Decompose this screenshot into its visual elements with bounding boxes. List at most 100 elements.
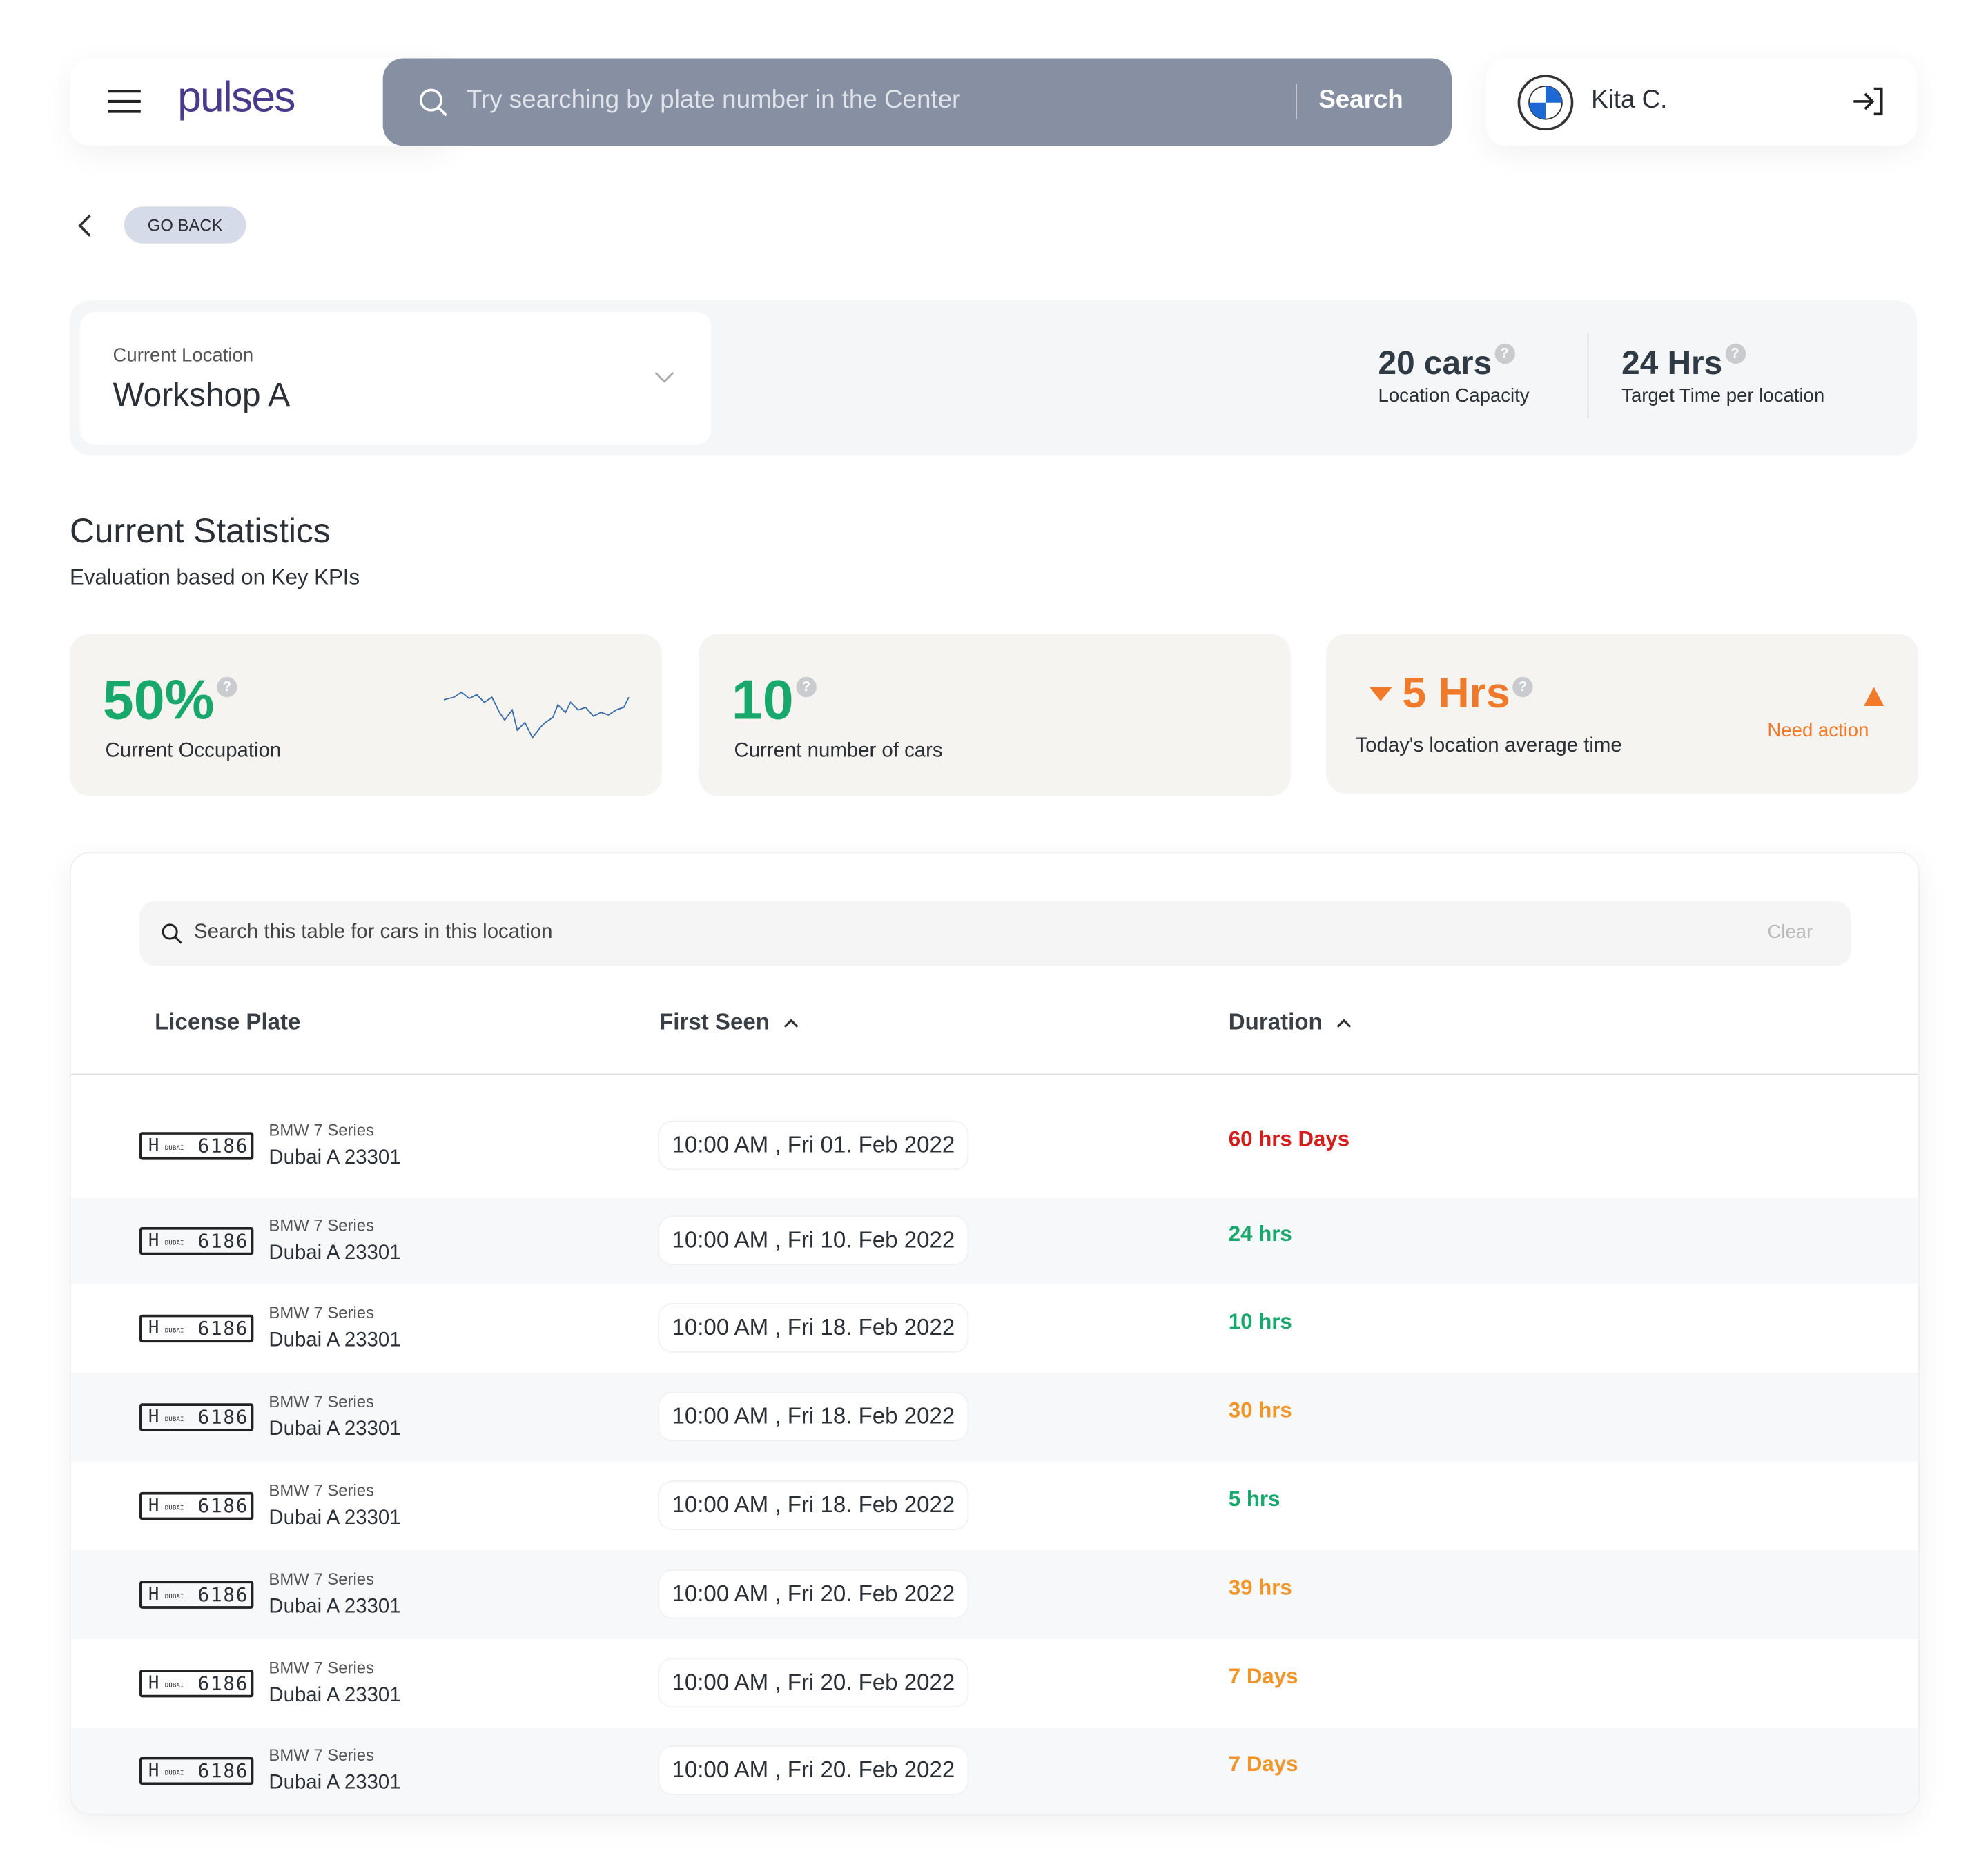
- kpi-label: Today's location average time: [1355, 735, 1622, 757]
- plate-code: H: [148, 1584, 159, 1605]
- capacity-value: 20 cars?: [1378, 343, 1515, 383]
- duration: 7 Days: [1228, 1664, 1298, 1689]
- column-header[interactable]: First Seen: [659, 1009, 800, 1036]
- plate-image: H DUBAI 6186: [139, 1669, 254, 1698]
- target-label: Target Time per location: [1621, 385, 1825, 407]
- plate-image: H DUBAI 6186: [139, 1132, 254, 1160]
- first-seen: 10:00 AM , Fri 20. Feb 2022: [659, 1747, 968, 1794]
- location-select[interactable]: Current Location Workshop A: [79, 311, 712, 445]
- dropdown-icon: [654, 372, 674, 383]
- car-model: BMW 7 Series: [269, 1303, 374, 1322]
- plate-emirate: DUBAI: [164, 1416, 184, 1424]
- plate-image: H DUBAI 6186: [139, 1226, 254, 1255]
- column-header[interactable]: Duration: [1229, 1009, 1353, 1036]
- first-seen: 10:00 AM , Fri 10. Feb 2022: [659, 1217, 968, 1264]
- header-rule: [70, 1073, 1918, 1075]
- table-card: Search this table for cars in this locat…: [70, 852, 1920, 1816]
- duration: 10 hrs: [1228, 1309, 1292, 1334]
- car-plate: Dubai A 23301: [269, 1242, 401, 1264]
- car-model: BMW 7 Series: [269, 1120, 374, 1140]
- table-row[interactable]: H DUBAI 6186 BMW 7 Series Dubai A 23301 10:00…: [70, 1197, 1918, 1284]
- divider: [1296, 84, 1297, 119]
- table-row[interactable]: H DUBAI 6186 BMW 7 Series Dubai A 23301 10:00…: [71, 1462, 1918, 1551]
- car-plate: Dubai A 23301: [269, 1329, 401, 1351]
- car-plate: Dubai A 23301: [269, 1147, 401, 1169]
- first-seen: 10:00 AM , Fri 18. Feb 2022: [659, 1304, 968, 1351]
- table-row[interactable]: H DUBAI 6186 BMW 7 Series Dubai A 23301 10:00…: [71, 1284, 1918, 1373]
- car-model: BMW 7 Series: [269, 1745, 374, 1765]
- plate-image: H DUBAI 6186: [139, 1491, 254, 1520]
- search-bar[interactable]: Try searching by plate number in the Cen…: [382, 58, 1452, 146]
- location-value: Workshop A: [113, 375, 291, 413]
- sort-icon[interactable]: [782, 1017, 800, 1029]
- brand-logo: [1517, 75, 1574, 131]
- table-row[interactable]: H DUBAI 6186 BMW 7 Series Dubai A 23301 10:00…: [70, 1550, 1918, 1639]
- first-seen: 10:00 AM , Fri 20. Feb 2022: [659, 1570, 968, 1618]
- first-seen: 10:00 AM , Fri 20. Feb 2022: [659, 1659, 968, 1707]
- plate-number: 6186: [197, 1759, 249, 1783]
- location-panel: Current Location Workshop A 20 cars? Loc…: [70, 300, 1918, 456]
- help-icon[interactable]: ?: [217, 676, 237, 698]
- target: 24 Hrs: [1621, 343, 1723, 382]
- car-model: BMW 7 Series: [269, 1391, 374, 1411]
- target-value: 24 Hrs?: [1621, 343, 1746, 383]
- plate-number: 6186: [197, 1229, 249, 1253]
- search-placeholder: Try searching by plate number in the Cen…: [466, 86, 961, 115]
- car-model: BMW 7 Series: [269, 1658, 374, 1678]
- first-seen: 10:00 AM , Fri 18. Feb 2022: [659, 1482, 968, 1529]
- sparkline: [443, 691, 630, 739]
- plate-code: H: [148, 1673, 159, 1694]
- table-row[interactable]: H DUBAI 6186 BMW 7 Series Dubai A 23301 10:00…: [71, 1075, 1918, 1198]
- alert-text: Need action: [1767, 720, 1869, 742]
- plate-emirate: DUBAI: [164, 1505, 184, 1513]
- table-search[interactable]: Search this table for cars in this locat…: [139, 901, 1851, 966]
- clear-button[interactable]: Clear: [1767, 921, 1813, 943]
- car-plate: Dubai A 23301: [269, 1507, 401, 1529]
- user-name: Kita C.: [1591, 86, 1668, 115]
- plate-number: 6186: [197, 1583, 249, 1607]
- help-icon[interactable]: ?: [1494, 343, 1515, 364]
- user-card: Kita C.: [1485, 58, 1918, 146]
- kpi-card: Need action 5 Hrs? Today's location averag…: [1326, 634, 1918, 794]
- plate-number: 6186: [197, 1494, 249, 1518]
- plate-image: H DUBAI 6186: [139, 1403, 254, 1431]
- go-back-button[interactable]: GO BACK: [124, 206, 246, 244]
- plate-image: H DUBAI 6186: [139, 1314, 254, 1343]
- table-row[interactable]: H DUBAI 6186 BMW 7 Series Dubai A 23301 10:00…: [70, 1728, 1918, 1814]
- back-arrow[interactable]: [76, 213, 94, 239]
- plate-image: H DUBAI 6186: [139, 1581, 254, 1609]
- car-plate: Dubai A 23301: [269, 1418, 401, 1440]
- help-icon[interactable]: ?: [1724, 343, 1746, 364]
- duration: 7 Days: [1228, 1752, 1298, 1777]
- section-title: Current Statistics: [70, 512, 331, 551]
- kpi-label: Current Occupation: [105, 740, 282, 762]
- help-icon[interactable]: ?: [796, 676, 817, 698]
- table-row[interactable]: H DUBAI 6186 BMW 7 Series Dubai A 23301 10:00…: [70, 1373, 1918, 1462]
- capacity: 20 cars: [1378, 343, 1492, 382]
- plate-code: H: [148, 1761, 159, 1781]
- duration: 30 hrs: [1228, 1398, 1292, 1422]
- alert-icon[interactable]: [1864, 687, 1884, 707]
- car-plate: Dubai A 23301: [269, 1596, 401, 1618]
- search-icon: [419, 88, 447, 117]
- column-header: License Plate: [155, 1009, 301, 1035]
- plate-emirate: DUBAI: [164, 1770, 184, 1778]
- table-row[interactable]: H DUBAI 6186 BMW 7 Series Dubai A 23301 10:00…: [71, 1639, 1918, 1728]
- search-icon: [162, 923, 182, 944]
- plate-code: H: [148, 1496, 159, 1516]
- search-button[interactable]: Search: [1318, 86, 1403, 115]
- plate-code: H: [148, 1407, 159, 1428]
- trend-icon: [1369, 687, 1392, 701]
- location-label: Current Location: [113, 344, 254, 366]
- plate-emirate: DUBAI: [164, 1682, 184, 1690]
- capacity-label: Location Capacity: [1378, 385, 1530, 407]
- kpi-label: Current number of cars: [734, 740, 943, 762]
- kpi-card: 10? Current number of cars: [699, 634, 1291, 796]
- plate-code: H: [148, 1318, 159, 1339]
- logout-icon[interactable]: [1851, 86, 1884, 117]
- menu-icon[interactable]: [108, 89, 141, 115]
- help-icon[interactable]: ?: [1512, 676, 1533, 698]
- plate-emirate: DUBAI: [164, 1327, 184, 1335]
- sort-icon[interactable]: [1335, 1017, 1353, 1029]
